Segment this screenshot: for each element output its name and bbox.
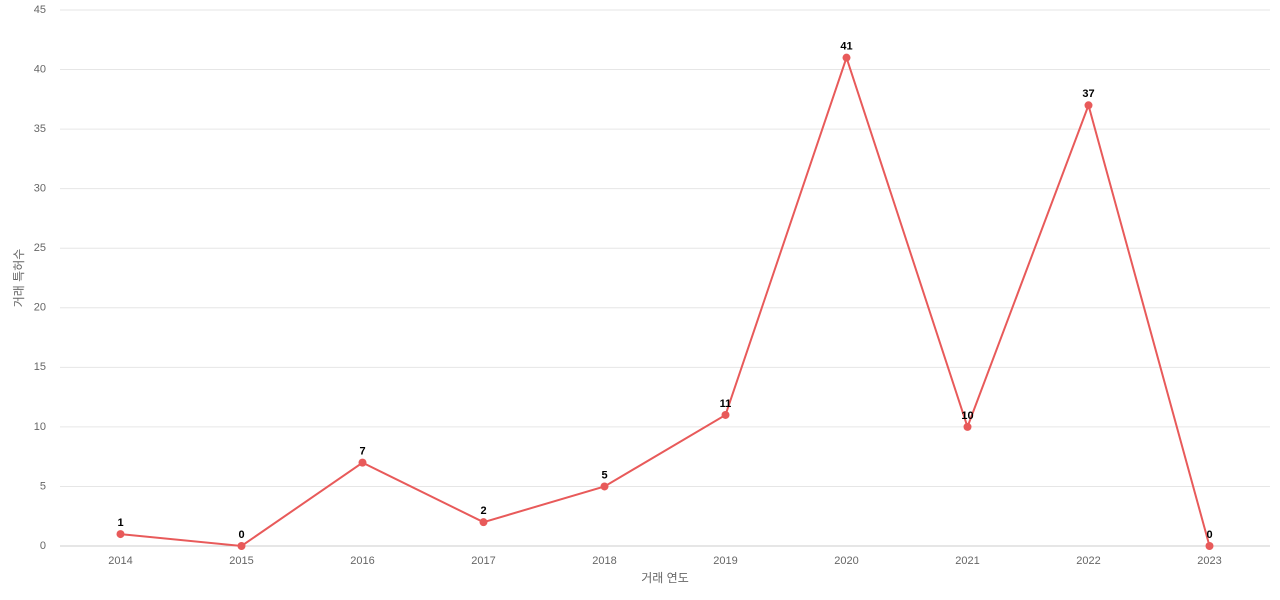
x-tick-label: 2018 — [592, 555, 616, 567]
y-tick-label: 15 — [34, 361, 46, 373]
y-tick-label: 45 — [34, 4, 46, 16]
y-tick-label: 10 — [34, 421, 46, 433]
x-tick-label: 2015 — [229, 555, 253, 567]
x-axis-label: 거래 연도 — [641, 571, 689, 585]
data-label: 0 — [1206, 529, 1212, 541]
point — [237, 542, 246, 550]
x-tick-label: 2023 — [1197, 555, 1221, 567]
x-tick-label: 2022 — [1076, 555, 1100, 567]
data-label: 41 — [840, 41, 852, 53]
y-tick-label: 35 — [34, 123, 46, 135]
x-tick-label: 2019 — [713, 555, 737, 567]
x-tick-label: 2014 — [108, 555, 132, 567]
data-label: 2 — [480, 505, 486, 517]
x-tick-label: 2021 — [955, 555, 979, 567]
point — [116, 530, 125, 539]
point — [842, 53, 851, 62]
data-label: 11 — [720, 398, 732, 410]
point — [358, 458, 367, 467]
y-tick-label: 5 — [40, 480, 46, 492]
point — [479, 518, 488, 527]
x-tick-label: 2020 — [834, 555, 858, 567]
data-label: 7 — [359, 446, 365, 458]
data-label: 37 — [1082, 88, 1094, 100]
point — [721, 410, 730, 419]
data-label: 1 — [117, 517, 123, 529]
y-tick-label: 0 — [40, 540, 46, 552]
point — [1084, 101, 1093, 110]
data-label: 10 — [961, 410, 973, 422]
x-tick-label: 2016 — [350, 555, 374, 567]
y-tick-label: 40 — [34, 63, 46, 75]
point — [1205, 542, 1214, 550]
point — [600, 482, 609, 491]
x-tick-label: 2017 — [471, 555, 495, 567]
y-tick-label: 25 — [34, 242, 46, 254]
data-label: 5 — [601, 469, 607, 481]
y-tick-label: 30 — [34, 183, 46, 195]
y-axis-label: 거래 특허수 — [12, 249, 26, 308]
data-label: 0 — [238, 529, 244, 541]
y-tick-label: 20 — [34, 302, 46, 314]
point — [963, 422, 972, 431]
line — [120, 54, 1211, 548]
